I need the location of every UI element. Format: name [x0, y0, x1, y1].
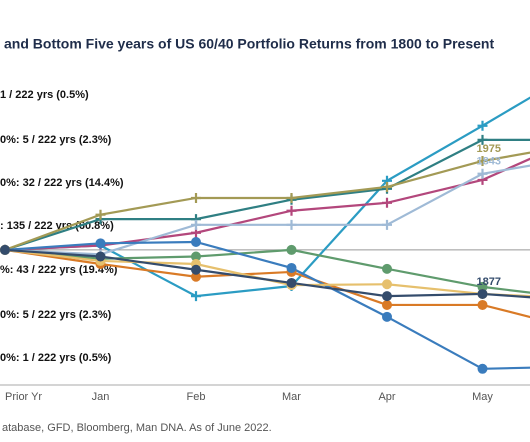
point	[191, 291, 201, 302]
point	[191, 251, 201, 262]
point	[95, 238, 106, 249]
series-line	[4, 138, 530, 251]
point	[477, 168, 488, 179]
point	[382, 291, 392, 302]
x-tick-label: Jan	[92, 391, 110, 403]
point	[286, 205, 297, 216]
x-tick-label: May	[472, 391, 493, 403]
series-line	[4, 164, 530, 256]
x-tick-label: Mar	[282, 391, 301, 403]
point	[286, 192, 297, 203]
point	[191, 192, 201, 203]
point	[191, 236, 201, 247]
point	[95, 209, 106, 220]
point	[477, 281, 488, 292]
band-label: 0%: 1 / 222 yrs (0.5%)	[0, 352, 112, 364]
point	[191, 271, 201, 282]
series-label: 1843	[477, 156, 501, 168]
point	[477, 363, 488, 374]
band-label: %: 43 / 222 yrs (19.4%)	[0, 264, 118, 276]
point	[382, 299, 392, 310]
source-note: atabase, GFD, Bloomberg, Man DNA. As of …	[2, 422, 272, 434]
point	[286, 277, 297, 288]
point	[95, 251, 106, 262]
point	[477, 155, 488, 166]
point	[382, 181, 392, 192]
band-label: 0%: 32 / 222 yrs (14.4%)	[0, 177, 124, 189]
x-tick-label: Apr	[378, 391, 395, 403]
series-line	[4, 151, 530, 251]
band-label: 0%: 5 / 222 yrs (2.3%)	[0, 134, 112, 146]
point	[477, 288, 488, 299]
series-label: 1975	[477, 143, 501, 155]
point	[477, 299, 488, 310]
point	[382, 219, 392, 230]
series-label: 1877	[477, 276, 501, 288]
point	[191, 264, 201, 275]
band-label: 1 / 222 yrs (0.5%)	[0, 89, 89, 101]
chart-title: and Bottom Five years of US 60/40 Portfo…	[4, 36, 494, 52]
point	[191, 219, 201, 230]
point	[0, 244, 10, 255]
x-tick-label: Prior Yr	[5, 391, 42, 403]
x-tick-label: Feb	[187, 391, 206, 403]
point	[286, 219, 297, 230]
point	[286, 262, 297, 273]
point	[382, 279, 392, 290]
band-label: 0%: 5 / 222 yrs (2.3%)	[0, 309, 112, 321]
point	[477, 134, 488, 145]
point	[382, 197, 392, 208]
point	[382, 263, 392, 274]
series-line	[4, 157, 530, 252]
point	[286, 244, 297, 255]
point	[477, 120, 488, 131]
point	[382, 311, 392, 322]
